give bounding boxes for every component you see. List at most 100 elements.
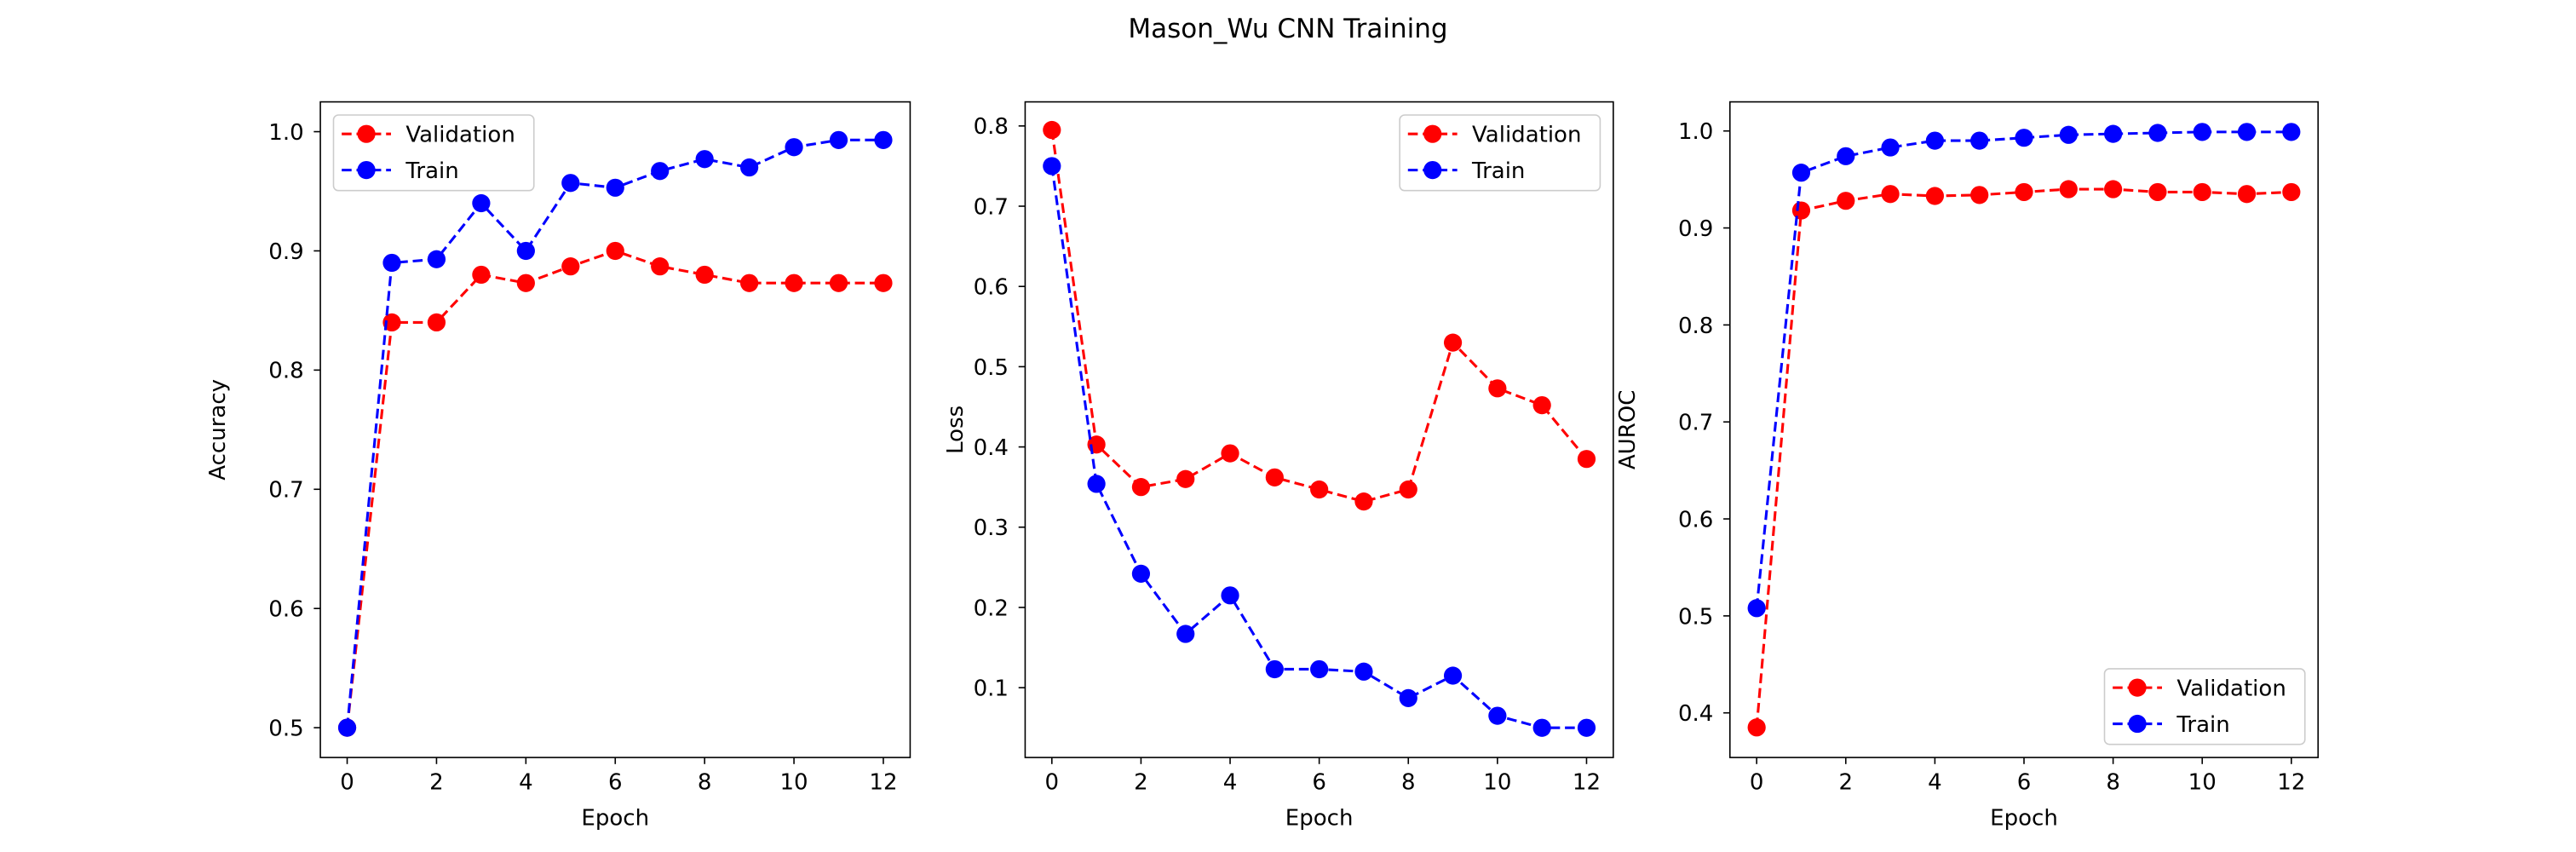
subplots: 0 2 4 6 8 10 12 0.5 0.6 0.7 0.8 0.9 1.0 Epoch Accuracy… [205,101,2320,831]
y-tick-label: 0.5 [1678,604,1713,630]
data-point-train [2148,124,2167,142]
legend-label-train: Train [405,158,458,184]
legend-marker-validation [2128,678,2147,697]
legend-box [1399,114,1601,192]
data-point-validation [1310,480,1329,499]
data-point-train [1577,718,1596,737]
data-point-train [472,193,491,213]
y-tick-label: 0.7 [1678,411,1713,436]
x-tick-label: 0 [340,770,354,796]
data-point-validation [1221,444,1239,463]
x-tick-label: 12 [869,770,897,796]
series-train [1043,157,1596,737]
y-axis-label: Accuracy [205,379,231,481]
data-point-validation [651,257,670,276]
data-point-validation [1577,450,1596,469]
data-point-train [2282,123,2301,141]
data-point-validation [829,273,848,292]
x-axis-label: Epoch [1285,805,1354,831]
data-point-train [1399,688,1417,707]
legend-label-train: Train [1471,158,1525,184]
data-point-validation [2148,182,2167,202]
y-axis-label: AUROC [1615,390,1641,470]
data-point-train [651,162,670,181]
data-point-train [1791,164,1811,182]
data-point-validation [1043,120,1061,140]
data-point-train [2193,123,2211,141]
data-point-train [561,174,580,193]
data-point-validation [2193,182,2211,202]
y-tick-label: 0.4 [974,435,1009,461]
x-tick-label: 10 [1483,770,1511,796]
x-axis-label: Epoch [1990,805,2058,831]
data-point-validation [1354,492,1373,511]
x-tick-label: 4 [519,770,533,796]
legend-marker-validation [357,124,376,143]
data-point-validation [516,273,535,292]
axes-frame [1728,101,2320,758]
data-point-validation [1532,395,1551,415]
y-tick-label: 0.8 [1678,314,1713,339]
data-point-validation [1747,718,1766,737]
data-point-validation [1265,468,1284,486]
y-tick-label: 0.8 [974,114,1009,140]
axes-frame [319,101,911,758]
data-point-train [874,130,893,149]
legend-box [332,114,535,192]
subplot-loss: 0 2 4 6 8 10 12 0.1 0.2 0.3 0.4 0.5 0.6 0.7 0.8 Epoch Lo… [943,101,1614,831]
subplot-auroc: 0 2 4 6 8 10 12 0.4 0.5 0.6 0.7 0.8 0.9 1.0 Epoch AUROC… [1615,101,2320,831]
y-tick-label: 1.0 [268,120,303,146]
y-tick-label: 1.0 [1678,119,1713,145]
x-tick-label: 10 [780,770,808,796]
series-validation [1747,180,2301,737]
y-tick-label: 0.5 [268,716,303,741]
data-point-validation [695,265,714,285]
data-point-train [2237,123,2257,141]
legend-label-validation: Validation [2176,676,2286,701]
data-point-train [1310,659,1329,679]
data-point-train [695,150,714,169]
data-point-validation [2104,180,2123,199]
data-point-validation [1925,187,1944,205]
data-point-train [1354,662,1373,681]
data-point-train [337,718,357,737]
data-point-train [1881,138,1900,157]
data-point-validation [561,257,580,276]
data-point-validation [2237,185,2257,204]
x-tick-label: 2 [1838,770,1853,796]
legend: Validation Train [332,114,535,192]
legend: Validation Train [1399,114,1601,192]
legend: Validation Train [2103,668,2306,746]
axes-frame [1024,101,1614,758]
x-axis-label: Epoch [581,805,649,831]
data-point-train [739,158,759,177]
data-point-train [785,138,803,157]
x-tick-label: 6 [1312,770,1326,796]
x-tick-label: 4 [1223,770,1238,796]
data-point-validation [2015,182,2033,202]
x-tick-label: 8 [2106,770,2120,796]
data-point-train [1532,718,1551,737]
legend-marker-train [357,161,376,180]
x-tick-label: 6 [2017,770,2032,796]
subplot-accuracy: 0 2 4 6 8 10 12 0.5 0.6 0.7 0.8 0.9 1.0 Epoch Accuracy… [205,101,911,831]
data-point-train [1837,147,1855,165]
data-point-train [1176,625,1195,643]
x-tick-label: 12 [1573,770,1601,796]
data-point-train [2015,129,2033,147]
data-point-validation [1488,379,1507,398]
data-point-train [2104,124,2123,143]
data-point-validation [606,241,624,261]
legend-label-train: Train [2176,712,2229,738]
data-point-train [1747,599,1766,618]
x-tick-label: 8 [1401,770,1416,796]
data-point-train [829,130,848,149]
y-tick-label: 0.7 [974,194,1009,220]
y-tick-label: 0.9 [268,239,303,265]
data-point-train [1265,659,1284,679]
data-point-validation [785,273,803,292]
x-tick-label: 2 [1134,770,1148,796]
data-point-validation [2059,180,2078,199]
data-point-validation [1443,333,1463,352]
